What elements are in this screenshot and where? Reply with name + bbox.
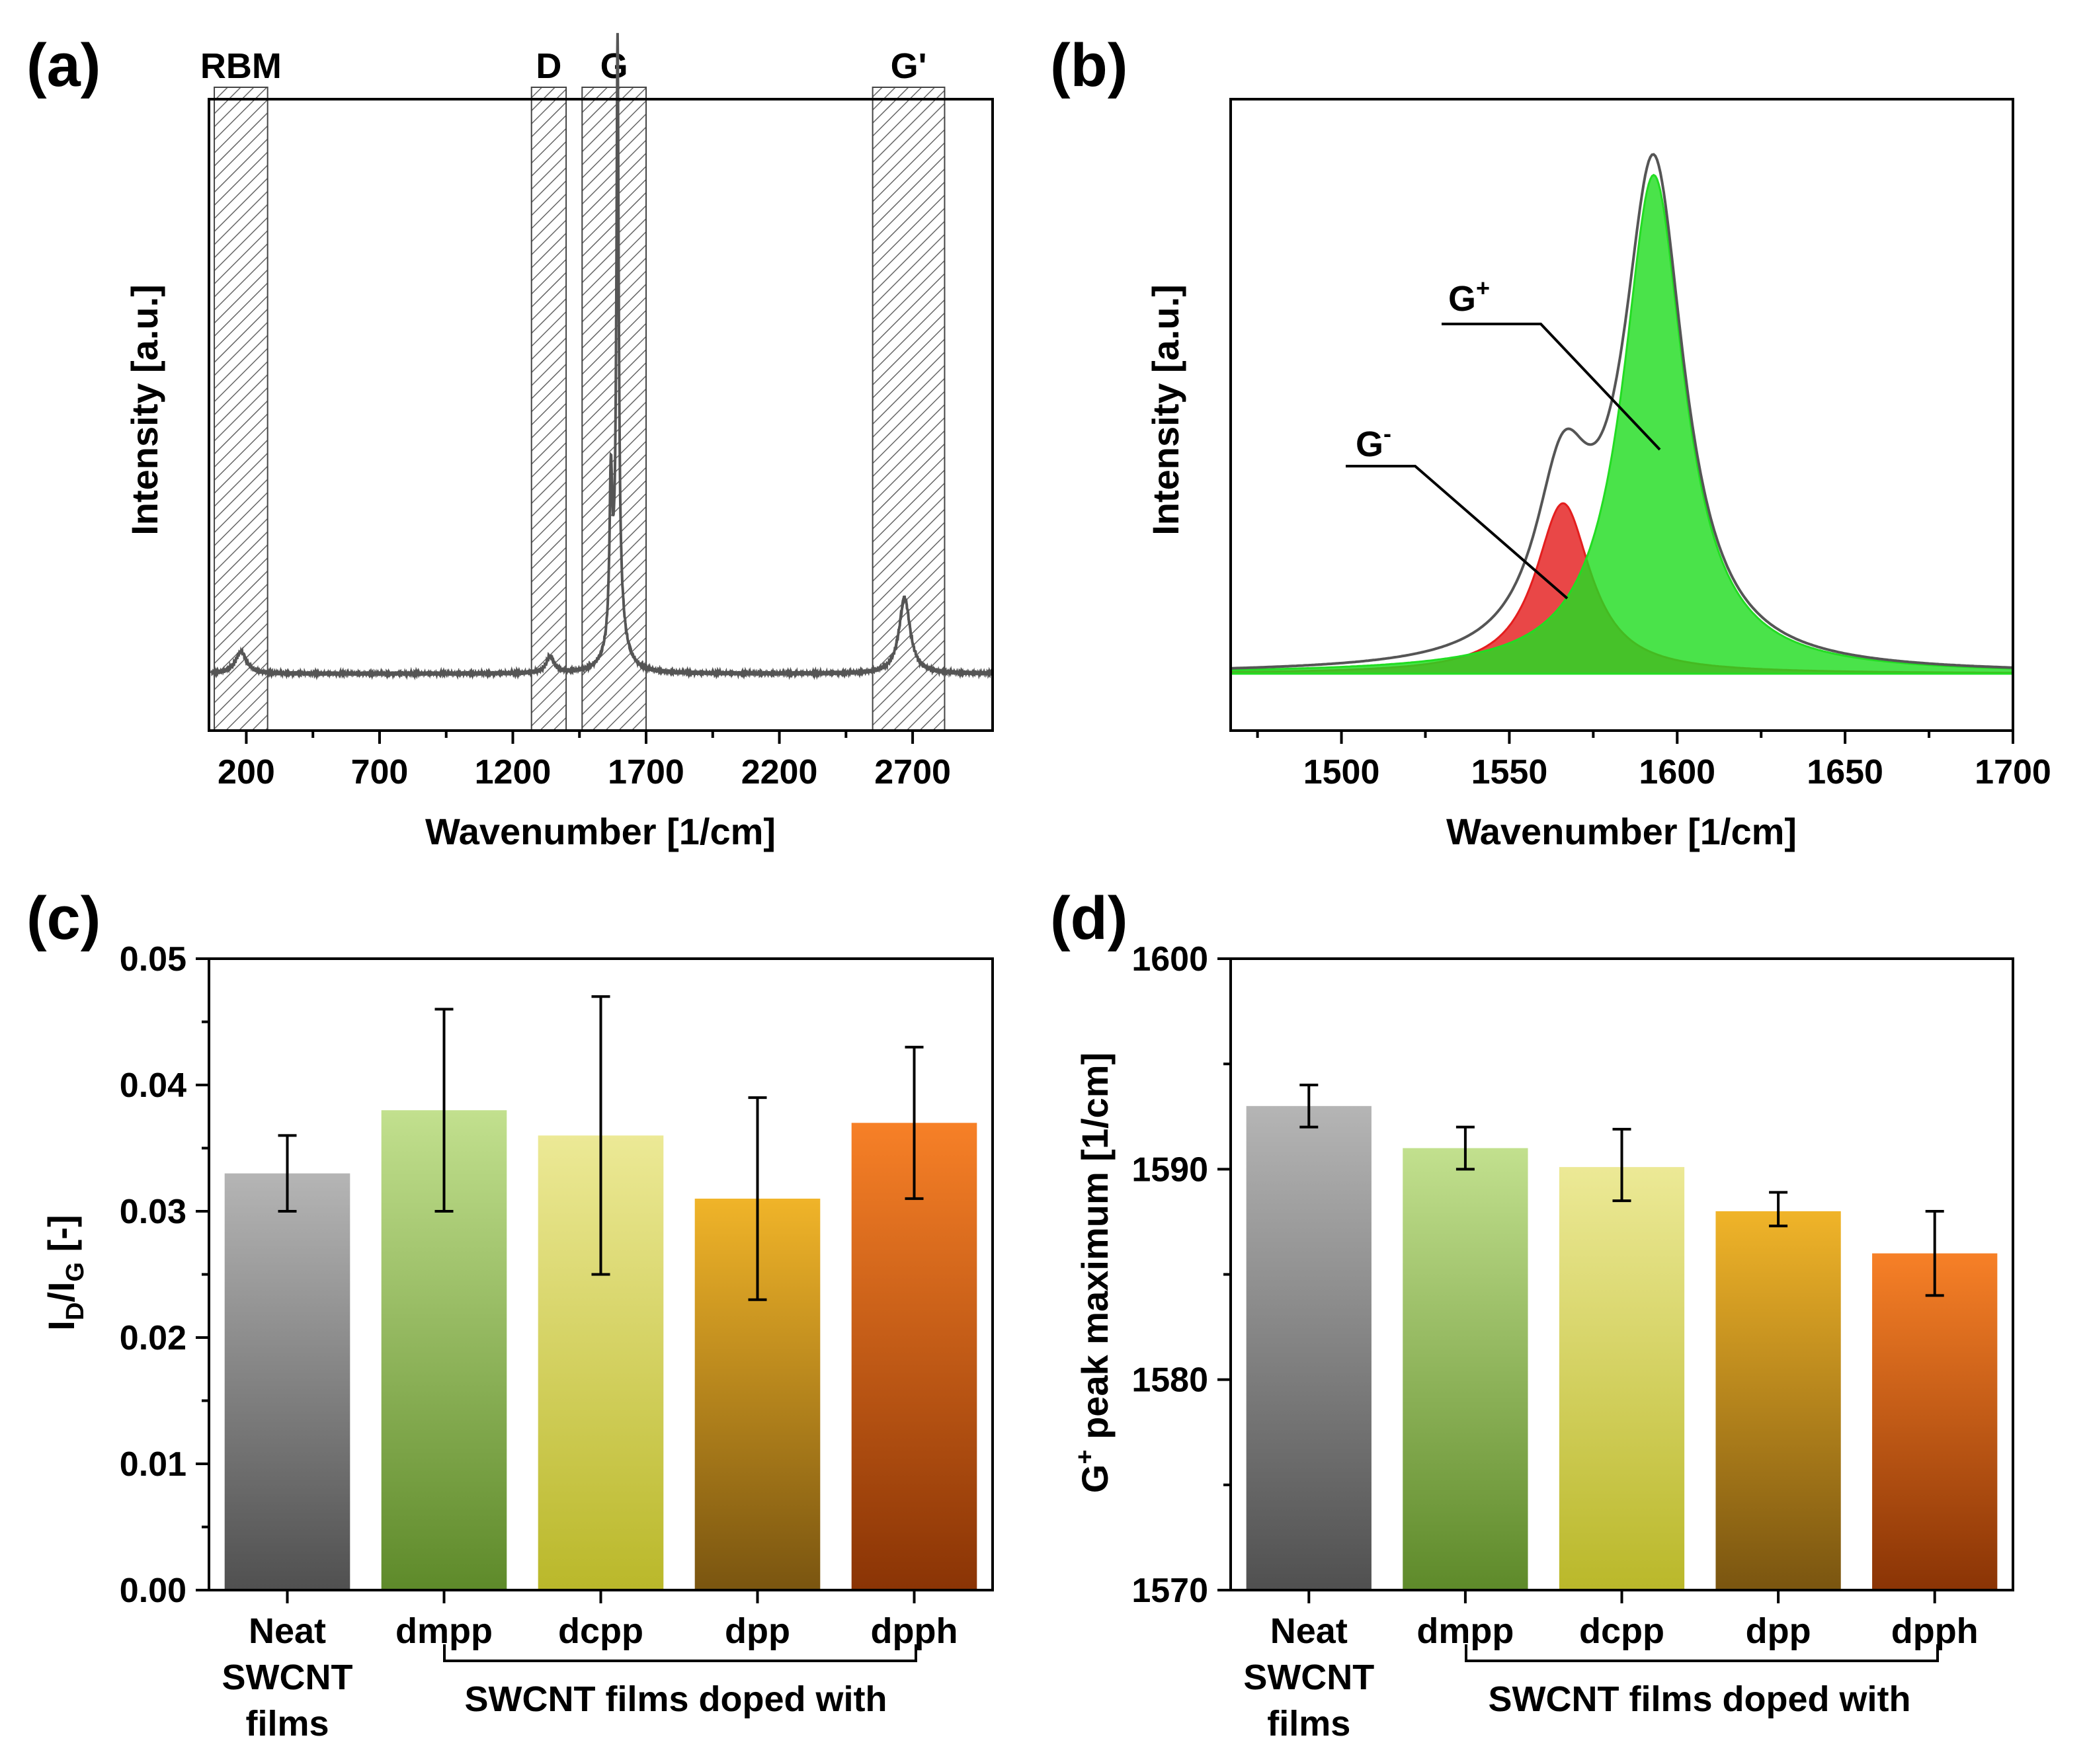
a-x-tick-label: 2200 — [741, 753, 818, 791]
d-y-tick-label: 1600 — [1131, 940, 1208, 979]
d-y-tick-label: 1580 — [1131, 1361, 1208, 1400]
d-cat-label-dpph: dpph — [1891, 1611, 1979, 1651]
panel-a-label: (a) — [26, 32, 101, 99]
a-x-tick-label: 1700 — [608, 753, 684, 791]
b-x-axis-title: Wavenumber [1/cm] — [1446, 811, 1797, 852]
c-cat-label-dpp: dpp — [725, 1611, 790, 1651]
shaded-region-2 — [581, 87, 647, 731]
panel-b: (b) 1500 1550 1600 1650 1700 Wavenumber [1/c… — [1050, 32, 2051, 852]
panel-b-label: (b) — [1050, 32, 1127, 99]
shade-label-g-prime: G' — [891, 46, 927, 86]
c-y-axis-title: ID/IG [-] — [40, 1215, 89, 1330]
panel-d-label: (d) — [1050, 885, 1127, 952]
c-cat-label-neat-line: Neat — [249, 1611, 326, 1651]
a-shaded-region-labels: RBM D G G' — [200, 46, 927, 86]
b-x-tick-label: 1600 — [1639, 753, 1715, 791]
a-plot-frame — [208, 98, 994, 732]
a-x-ticks: 200 700 1200 1700 2200 2700 — [218, 731, 951, 791]
c-y-ticks: 0.00 0.01 0.02 0.03 0.04 0.05 — [120, 940, 209, 1610]
c-y-tick-label: 0.02 — [120, 1319, 186, 1357]
shaded-region-3 — [872, 87, 946, 731]
d-bars — [1246, 1084, 1998, 1590]
c-ylabel-i: I — [40, 1320, 82, 1331]
g-plus-leader — [1442, 323, 1661, 451]
g-minus-base: G — [1356, 424, 1383, 464]
c-y-tick-label: 0.01 — [120, 1445, 186, 1484]
c-bar-4 — [851, 1123, 977, 1590]
b-x-tick-label: 1650 — [1807, 753, 1883, 791]
b-x-tick-label: 1500 — [1303, 753, 1380, 791]
panel-c-label: (c) — [26, 885, 101, 952]
g-plus-sup: + — [1476, 274, 1490, 301]
panel-a: (a) RBM D G G' 200 700 1200 1700 2200 2700 Wa… — [26, 32, 994, 852]
c-y-tick-label: 0.05 — [120, 940, 186, 979]
a-x-tick-label: 200 — [218, 753, 275, 791]
d-bar-2 — [1559, 1167, 1685, 1590]
b-y-axis-title: Intensity [a.u.] — [1145, 284, 1186, 536]
shade-label-d: D — [536, 46, 561, 86]
c-group-bracket — [443, 1644, 917, 1662]
a-y-axis-title: Intensity [a.u.] — [124, 284, 165, 536]
c-ylabel-sub-g: G — [61, 1262, 89, 1282]
g-plus-label: G+ — [1448, 274, 1490, 319]
d-y-axis-title: G+ peak maximum [1/cm] — [1071, 1053, 1116, 1493]
c-ylabel-slash-i: /I — [40, 1281, 82, 1302]
c-bar-0 — [224, 1173, 350, 1590]
c-cat-label-dcpp: dcpp — [558, 1611, 643, 1651]
d-cat-label-dpp: dpp — [1746, 1611, 1811, 1651]
c-y-tick-label: 0.04 — [120, 1066, 186, 1105]
d-cat-label-neat-line: films — [1267, 1704, 1350, 1744]
d-ylabel-g: G — [1074, 1464, 1116, 1494]
shaded-region-0 — [214, 87, 268, 731]
d-ylabel-sup: + — [1071, 1449, 1099, 1464]
d-bar-0 — [1246, 1105, 1372, 1590]
c-group-label: SWCNT films doped with — [465, 1679, 887, 1719]
d-bar-1 — [1403, 1148, 1528, 1590]
d-bar-4 — [1872, 1253, 1998, 1590]
g-minus-leader — [1346, 465, 1569, 600]
b-peak-areas — [1229, 173, 2014, 675]
c-cat-label-dpph: dpph — [871, 1611, 958, 1651]
g-minus-label: G- — [1356, 420, 1391, 464]
d-y-ticks: 1570 1580 1590 1600 — [1131, 940, 1231, 1610]
d-cat-label-neat-line: SWCNT — [1243, 1658, 1374, 1697]
c-cat-label-neat-line: SWCNT — [222, 1658, 353, 1697]
shade-label-rbm: RBM — [200, 46, 282, 86]
c-y-tick-label: 0.00 — [120, 1572, 186, 1610]
d-cat-label-neat-line: Neat — [1270, 1611, 1348, 1651]
c-ylabel-sub-d: D — [61, 1303, 89, 1320]
b-x-tick-label: 1550 — [1471, 753, 1548, 791]
d-y-tick-label: 1570 — [1131, 1572, 1208, 1610]
d-ylabel-rest: peak maximum [1/cm] — [1074, 1053, 1116, 1450]
d-group-bracket — [1465, 1644, 1939, 1662]
b-envelope-line — [1231, 153, 2014, 670]
b-plot-frame — [1229, 98, 2014, 732]
g-plus-base: G — [1448, 279, 1476, 319]
d-y-tick-label: 1590 — [1131, 1150, 1208, 1189]
c-bars — [224, 995, 977, 1590]
shaded-region-1 — [530, 87, 567, 731]
b-x-ticks: 1500 1550 1600 1650 1700 — [1256, 731, 2051, 791]
c-ylabel-unit: [-] — [40, 1215, 82, 1262]
g-minus-sup: - — [1383, 420, 1391, 447]
d-bar-3 — [1715, 1211, 1841, 1590]
peak-area-G+ — [1229, 173, 2014, 675]
panel-c: (c) 0.00 0.01 0.02 0.03 0.04 0.05 Neat SWCNT fi… — [26, 885, 994, 1744]
a-x-tick-label: 2700 — [874, 753, 951, 791]
d-cat-label-dcpp: dcpp — [1579, 1611, 1664, 1651]
b-x-tick-label: 1700 — [1975, 753, 2051, 791]
c-cat-label-neat-line: films — [245, 1704, 329, 1744]
a-x-tick-label: 700 — [351, 753, 409, 791]
a-spectrum-line — [210, 32, 994, 680]
d-group-label: SWCNT films doped with — [1489, 1679, 1911, 1719]
shade-label-g: G — [600, 46, 628, 86]
c-y-tick-label: 0.03 — [120, 1193, 186, 1231]
a-x-tick-label: 1200 — [475, 753, 552, 791]
a-x-axis-title: Wavenumber [1/cm] — [425, 811, 776, 852]
a-shaded-regions — [214, 87, 946, 731]
